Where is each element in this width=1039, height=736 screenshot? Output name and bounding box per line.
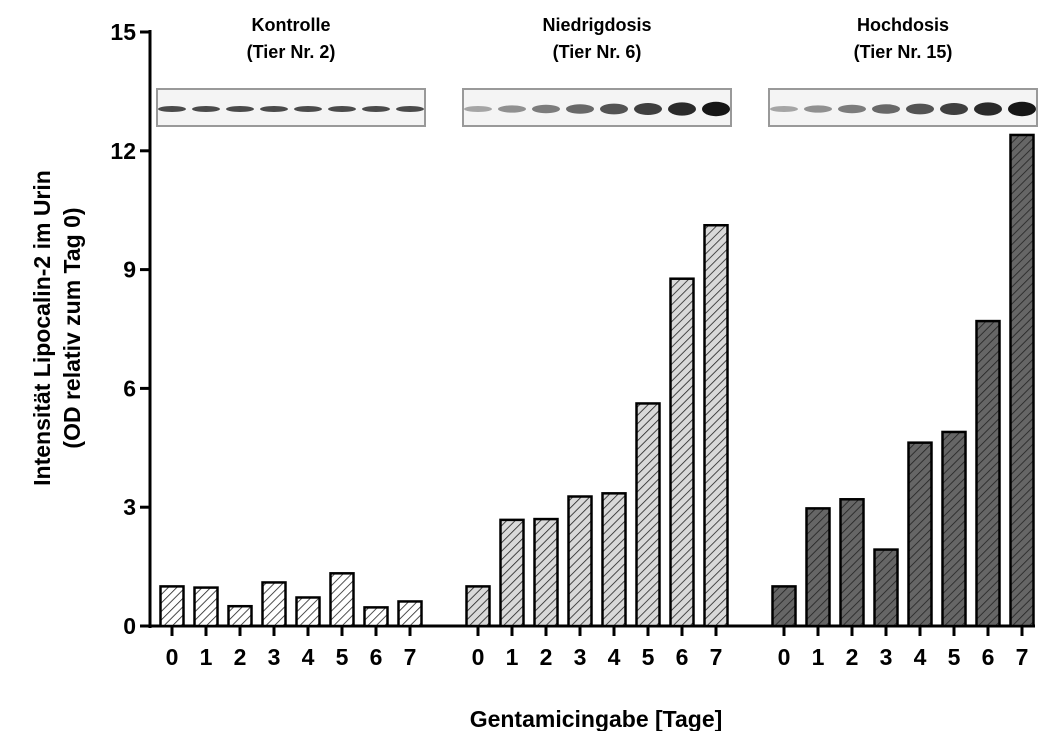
x-tick-label: 1	[200, 644, 213, 670]
blot-band	[838, 105, 866, 113]
bar	[943, 432, 966, 626]
blot-band	[158, 106, 186, 112]
x-tick-label: 2	[846, 644, 859, 670]
blot-band	[804, 105, 832, 112]
bar	[263, 582, 286, 626]
bar	[399, 601, 422, 626]
x-tick-label: 3	[574, 644, 587, 670]
bar	[705, 225, 728, 626]
blot-band	[872, 104, 900, 114]
bar	[807, 508, 830, 626]
x-tick-label: 5	[642, 644, 655, 670]
group-subtitle: (Tier Nr. 6)	[553, 42, 642, 62]
bar	[841, 499, 864, 626]
chart: Intensität Lipocalin-2 im Urin (OD relat…	[0, 0, 1039, 731]
blot-band	[600, 104, 628, 115]
y-tick-label: 0	[123, 613, 136, 639]
blot-band	[940, 103, 968, 115]
blot-band	[260, 106, 288, 112]
blot-band	[498, 105, 526, 112]
bar	[501, 520, 524, 626]
blot-band	[532, 105, 560, 113]
y-tick-label: 3	[123, 494, 136, 520]
group-title: Kontrolle	[252, 15, 331, 35]
bar	[229, 606, 252, 626]
x-tick-label: 2	[540, 644, 553, 670]
y-axis-label: (OD relativ zum Tag 0)	[59, 207, 85, 448]
bar	[297, 597, 320, 626]
x-tick-label: 4	[608, 644, 621, 670]
blot-band	[974, 102, 1002, 115]
bar	[161, 586, 184, 626]
bar	[909, 443, 932, 626]
bar	[671, 279, 694, 626]
blot-band	[906, 104, 934, 115]
y-axis-label: Intensität Lipocalin-2 im Urin	[29, 170, 55, 486]
x-tick-label: 3	[880, 644, 893, 670]
bar	[977, 321, 1000, 626]
blot-band	[770, 106, 798, 112]
blot-band	[1008, 102, 1036, 116]
blot-band	[192, 106, 220, 112]
y-tick-label: 9	[123, 257, 136, 283]
blot-band	[634, 103, 662, 115]
bar	[603, 493, 626, 626]
y-tick-label: 15	[110, 19, 136, 45]
x-tick-label: 2	[234, 644, 247, 670]
group-title: Niedrigdosis	[542, 15, 651, 35]
x-tick-label: 1	[506, 644, 519, 670]
x-tick-label: 0	[166, 644, 179, 670]
bar	[773, 586, 796, 626]
x-axis-label: Gentamicingabe [Tage]	[470, 706, 723, 731]
x-tick-label: 7	[404, 644, 417, 670]
blot-band	[566, 104, 594, 114]
blot-band	[396, 106, 424, 112]
x-tick-label: 0	[778, 644, 791, 670]
x-tick-label: 1	[812, 644, 825, 670]
x-tick-label: 0	[472, 644, 485, 670]
x-tick-label: 6	[370, 644, 383, 670]
x-tick-label: 7	[710, 644, 723, 670]
group-subtitle: (Tier Nr. 15)	[854, 42, 953, 62]
x-tick-label: 3	[268, 644, 281, 670]
x-tick-label: 6	[982, 644, 995, 670]
x-tick-label: 4	[302, 644, 315, 670]
group-title: Hochdosis	[857, 15, 949, 35]
x-tick-label: 4	[914, 644, 927, 670]
blot-band	[362, 106, 390, 112]
blot-band	[294, 106, 322, 112]
blot-band	[464, 106, 492, 112]
bar	[875, 550, 898, 626]
x-tick-label: 5	[948, 644, 961, 670]
bar	[569, 497, 592, 626]
bar	[637, 403, 660, 626]
bar	[467, 586, 490, 626]
blot-band	[328, 106, 356, 112]
blot-band	[702, 102, 730, 116]
y-tick-label: 12	[110, 138, 136, 164]
bar	[535, 519, 558, 626]
y-tick-label: 6	[123, 375, 136, 401]
bar	[331, 573, 354, 626]
x-tick-label: 7	[1016, 644, 1029, 670]
bar	[195, 588, 218, 626]
bar	[1011, 135, 1034, 626]
x-tick-label: 5	[336, 644, 349, 670]
x-tick-label: 6	[676, 644, 689, 670]
blot-band	[226, 106, 254, 112]
group-subtitle: (Tier Nr. 2)	[247, 42, 336, 62]
bar	[365, 607, 388, 626]
blot-band	[668, 102, 696, 115]
